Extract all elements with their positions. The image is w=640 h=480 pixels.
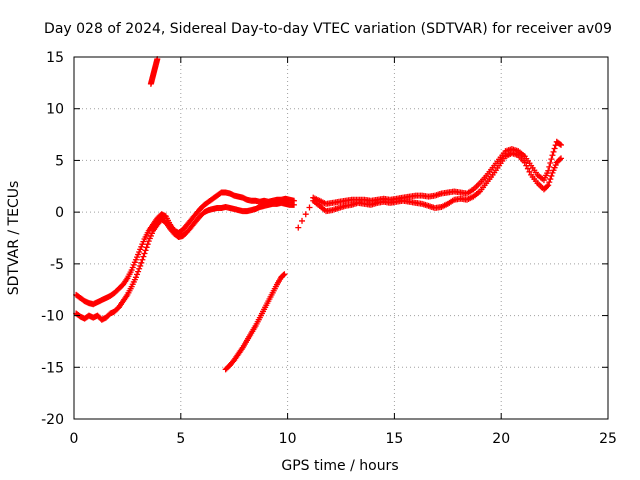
data-point [550,148,557,155]
data-point [135,268,142,275]
data-point [545,182,552,189]
x-tick-label: 25 [599,431,617,447]
data-point [132,274,139,281]
y-axis-label: SDTVAR / TECUs [6,181,22,296]
plot-frame [73,56,609,420]
y-tick-label: -10 [41,309,64,325]
data-point [137,262,144,269]
data-point [134,271,141,278]
series-main-arc-lower [73,199,298,323]
data-points [73,56,565,373]
data-point [556,156,563,163]
data-point [545,167,552,174]
y-tick-label: -15 [41,360,64,376]
y-tick-label: 5 [55,153,64,169]
y-tick-label: -5 [50,257,64,273]
data-point [143,244,150,251]
data-point [306,204,313,211]
y-axis-ticks: -20 -15 -10 -5 0 5 10 15 [41,50,608,428]
data-point [295,224,302,231]
data-point [141,250,148,257]
data-point [299,217,306,224]
data-point [144,241,151,248]
y-tick-label: 10 [46,102,64,118]
data-point [526,168,533,175]
data-point [556,141,563,148]
data-point [280,271,287,278]
data-point [547,160,554,167]
series-main-arc-late [295,150,565,231]
data-point [524,165,531,172]
x-tick-label: 15 [385,431,403,447]
series-main-arc-late-upper [310,138,565,207]
x-tick-label: 20 [492,431,510,447]
data-point [549,152,556,159]
data-point [546,179,553,186]
series-short-arc-high [147,56,161,87]
data-point [547,176,554,183]
data-point [139,256,146,263]
data-point [291,197,298,204]
data-point [551,145,558,152]
x-tick-label: 0 [70,431,79,447]
grid-lines [74,57,608,419]
x-tick-label: 10 [279,431,297,447]
x-tick-label: 5 [176,431,185,447]
data-point [140,253,147,260]
data-point [136,265,143,272]
data-point [302,211,309,218]
data-point [544,183,551,190]
data-point [142,247,149,254]
data-point [546,163,553,170]
data-point [521,159,528,166]
series-short-arc-diagonal [222,271,288,373]
data-point [281,271,288,278]
data-point [138,259,145,266]
series-main-arc-upper [73,189,298,308]
x-axis-ticks: 0 5 10 15 20 25 [70,57,617,447]
data-point [548,172,555,179]
y-tick-label: 15 [46,50,64,66]
y-tick-label: 0 [55,205,64,221]
data-point [558,141,565,148]
x-axis-label: GPS time / hours [281,458,398,474]
chart-title: Day 028 of 2024, Sidereal Day-to-day VTE… [44,21,612,37]
data-point [548,156,555,163]
data-point [558,155,565,162]
y-tick-label: -20 [41,412,64,428]
